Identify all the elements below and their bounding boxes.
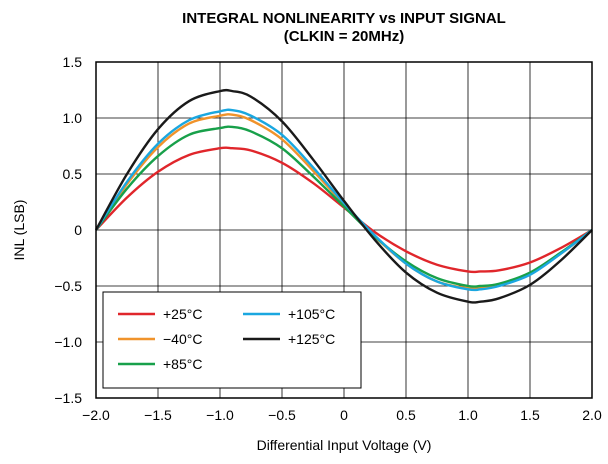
- legend-label: +105°C: [288, 306, 335, 322]
- y-axis-label: INL (LSB): [11, 200, 27, 261]
- y-tick-label: −0.5: [54, 278, 82, 294]
- x-axis-label: Differential Input Voltage (V): [257, 437, 432, 453]
- x-tick-labels: −2.0 −1.5 −1.0 −0.5 0 0.5 1.0 1.5 2.0: [82, 407, 602, 423]
- legend-label: +125°C: [288, 331, 335, 347]
- legend-label: +25°C: [163, 306, 202, 322]
- x-tick-label: 1.0: [458, 407, 478, 423]
- x-tick-label: −1.0: [206, 407, 234, 423]
- x-tick-label: −2.0: [82, 407, 110, 423]
- y-tick-label: −1.0: [54, 334, 82, 350]
- series-line-5: [94, 88, 593, 304]
- x-tick-label: −0.5: [268, 407, 296, 423]
- y-tick-label: 1.5: [63, 54, 83, 70]
- x-tick-label: 2.0: [582, 407, 602, 423]
- x-tick-label: 1.5: [520, 407, 540, 423]
- x-tick-label: −1.5: [144, 407, 172, 423]
- y-tick-label: 1.0: [63, 110, 83, 126]
- chart-title: INTEGRAL NONLINEARITY vs INPUT SIGNAL: [182, 10, 506, 27]
- series-line-3: [95, 125, 593, 288]
- series-line-4: [94, 108, 593, 292]
- plot-frame: [95, 61, 593, 399]
- legend-label: +85°C: [163, 356, 202, 372]
- legend: +25°C −40°C +85°C +105°C +125°C: [102, 291, 362, 389]
- y-tick-labels: −1.5 −1.0 −0.5 0 0.5 1.0 1.5: [54, 54, 82, 406]
- chart-subtitle: (CLKIN = 20MHz): [284, 28, 404, 45]
- x-tick-label: 0.5: [396, 407, 416, 423]
- y-tick-label: 0.5: [63, 166, 83, 182]
- legend-label: −40°C: [163, 331, 202, 347]
- y-tick-label: −1.5: [54, 390, 82, 406]
- y-tick-label: 0: [74, 222, 82, 238]
- series-layer: [94, 88, 593, 304]
- x-tick-label: 0: [340, 407, 348, 423]
